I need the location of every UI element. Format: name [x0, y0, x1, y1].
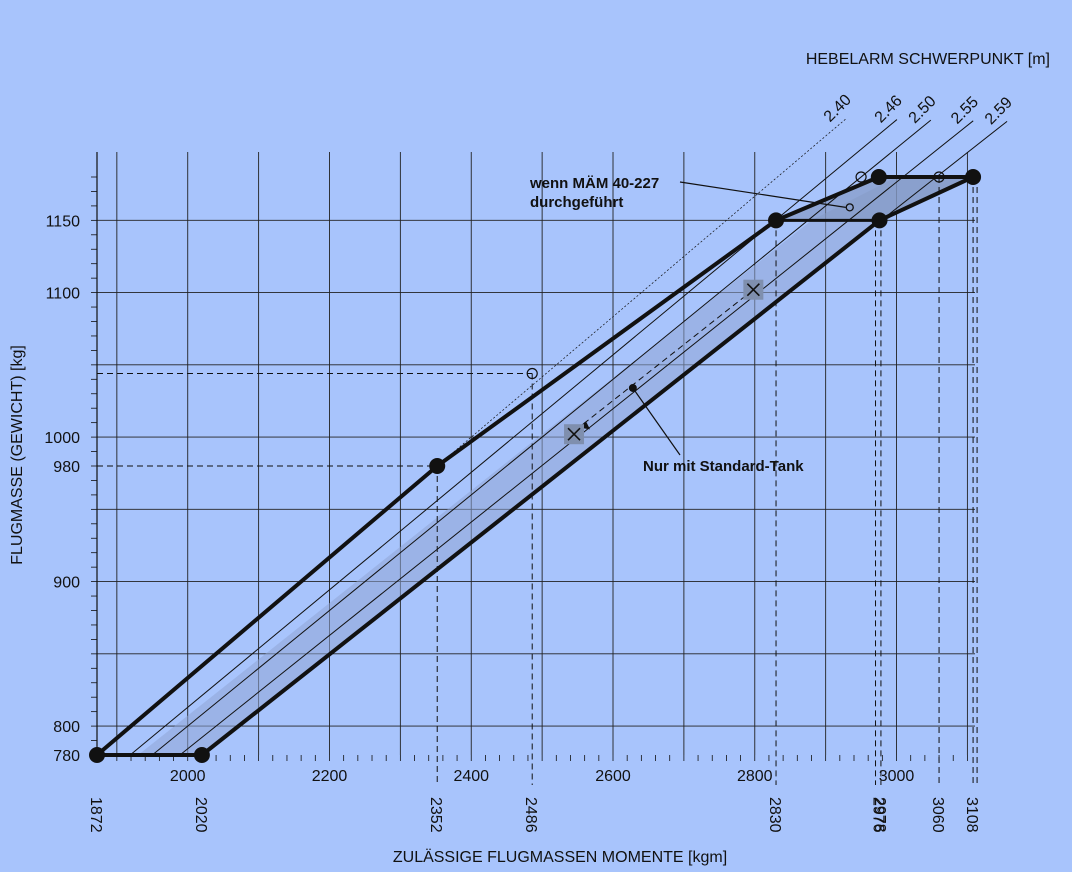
y-tick-label: 900 [53, 575, 80, 592]
vertex-point [429, 458, 446, 474]
x-axis-title: ZULÄSSIGE FLUGMASSEN MOMENTE [kgm] [393, 848, 727, 866]
x-mark-label: 3108 [963, 797, 980, 833]
mam-shading [776, 177, 974, 221]
open-point [526, 367, 538, 380]
arm-line [151, 119, 932, 756]
standard-tank-annotation: Nur mit Standard-Tank [643, 458, 804, 475]
envelope [95, 175, 976, 757]
mam-point [845, 203, 854, 212]
envelope-outline [95, 175, 976, 757]
mam-line-1: wenn MÄM 40-227 [529, 175, 659, 192]
y-tick-label: 800 [53, 719, 80, 736]
mam-annotation: wenn MÄM 40-227 durchgeführt [529, 175, 663, 211]
standard-tank-band [138, 177, 974, 755]
x-mark-label: 2020 [192, 797, 209, 833]
tank-pointer [632, 387, 681, 456]
x-marker-cross [746, 283, 760, 297]
vertex-point [768, 212, 785, 229]
vertex-point [870, 169, 887, 185]
reference-lines [97, 177, 978, 785]
x-tick-label: 2000 [170, 768, 206, 785]
y-tick-label: 780 [53, 748, 80, 765]
arm-label: 2.46 [872, 92, 906, 126]
y-tick-label: 1000 [44, 430, 80, 447]
x-mark-label: 2978 [871, 797, 888, 833]
y-axis-title: FLUGMASSE (GEWICHT) [kg] [9, 345, 26, 565]
x-tick-label: 2400 [453, 768, 489, 785]
x-marker-cross [567, 427, 581, 441]
x-tick-label: 2800 [737, 768, 773, 785]
y-tick-label: 1100 [46, 286, 81, 303]
arm-label: 2.59 [982, 94, 1016, 128]
arm-label: 2.55 [948, 94, 982, 128]
x-mark-label: 2486 [522, 797, 539, 833]
arm-label: 2.40 [821, 91, 855, 125]
x-mark-label: 2830 [766, 797, 783, 833]
x-tick-label: 2600 [595, 768, 631, 785]
vertex-point [89, 747, 105, 763]
markers [89, 169, 982, 763]
x-tick-label: 3000 [879, 768, 915, 785]
y-tick-label: 980 [53, 459, 80, 476]
standard-tank-shading [138, 177, 974, 755]
x-mark-label: 1872 [87, 797, 104, 833]
open-point [855, 171, 867, 183]
x-mark-label: 3060 [929, 797, 946, 833]
vertex-point [871, 212, 888, 229]
mam-line-2: durchgeführt [530, 194, 623, 211]
arrow-line [573, 289, 754, 432]
vertex-point [193, 747, 210, 763]
vertex-point [965, 169, 982, 185]
x-mark-label: 2976 [870, 797, 887, 833]
x-tick-label: 2200 [312, 768, 348, 785]
tick-labels: 2000 2200 2400 2600 2800 3000 1872 2020 2352 2486… [44, 213, 980, 832]
arm-axis-title: HEBELARM SCHWERPUNKT [m] [806, 51, 1050, 68]
mam-pointer [679, 181, 846, 208]
y-tick-label: 1150 [46, 213, 81, 230]
x-mark-label: 2352 [427, 797, 444, 833]
arm-label: 2.50 [906, 93, 940, 127]
open-point [933, 171, 945, 183]
